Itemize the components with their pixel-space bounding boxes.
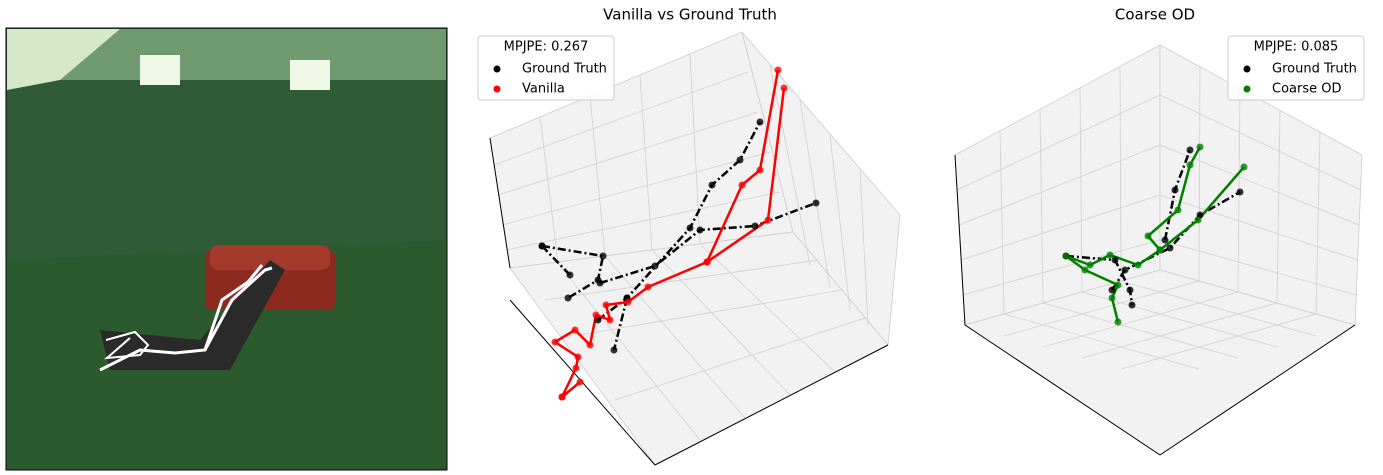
joint (586, 341, 594, 349)
joint (1186, 146, 1194, 154)
joint (1081, 266, 1089, 274)
joint (1114, 281, 1122, 289)
skeletons (538, 66, 1248, 401)
joint (599, 252, 607, 260)
skeleton-line (561, 381, 581, 398)
joint (1174, 206, 1182, 214)
legend-marker (1243, 65, 1251, 73)
joint (610, 346, 618, 354)
legend-box (1227, 35, 1365, 101)
joint (574, 353, 582, 361)
joint (1156, 246, 1164, 254)
joint (571, 326, 579, 334)
skeleton-line (541, 244, 605, 300)
skeleton-line (1110, 190, 1241, 291)
joint (606, 316, 614, 324)
joint (1171, 186, 1179, 194)
joint (592, 311, 600, 319)
joint (756, 118, 764, 126)
legend-marker (493, 85, 501, 93)
legend-marker (493, 65, 501, 73)
skeleton-line (612, 297, 629, 351)
joint (686, 224, 694, 232)
joint (708, 181, 716, 189)
joint (1236, 188, 1244, 196)
joint (1086, 261, 1094, 269)
legend-title: MPJPE: 0.085 (1254, 40, 1339, 55)
legend-label: Coarse OD (1272, 82, 1342, 97)
chart-title: Coarse OD (1115, 6, 1195, 24)
joint (764, 216, 772, 224)
joint (1186, 161, 1194, 169)
joint (572, 364, 580, 372)
joint (538, 242, 546, 250)
joint (566, 271, 574, 279)
joint (1108, 294, 1116, 302)
legend-label: Vanilla (522, 82, 565, 97)
joint (551, 338, 559, 346)
joint (1194, 216, 1202, 224)
joint (703, 258, 711, 266)
chart-title: Vanilla vs Ground Truth (603, 6, 777, 24)
axes-3d (954, 44, 1363, 456)
legend-title: MPJPE: 0.267 (504, 40, 589, 55)
legend: MPJPE: 0.085 Ground Truth Coarse OD (1227, 35, 1365, 101)
joint (596, 279, 604, 287)
joint (1108, 286, 1116, 294)
joint (1121, 266, 1129, 274)
joint (751, 222, 759, 230)
joint (1166, 244, 1174, 252)
joint (651, 262, 659, 270)
photo (5, 27, 448, 471)
joint (602, 301, 610, 309)
joint (812, 199, 820, 207)
joint (644, 283, 652, 291)
joint (1114, 318, 1122, 326)
joint (558, 393, 566, 401)
joint (1161, 236, 1169, 244)
joint (1128, 301, 1136, 309)
joint (1111, 256, 1119, 264)
legend-label: Ground Truth (1272, 62, 1357, 77)
joint (1240, 163, 1248, 171)
joint (780, 84, 788, 92)
joint (696, 226, 704, 234)
joint (1144, 232, 1152, 240)
joint (774, 66, 782, 74)
legend-label: Ground Truth (522, 62, 607, 77)
joint (1106, 251, 1114, 259)
axes-3d (489, 31, 901, 466)
joint (1134, 261, 1142, 269)
legend-marker (1243, 85, 1251, 93)
joint (564, 294, 572, 302)
joint (576, 378, 584, 386)
joint (756, 166, 764, 174)
joint (1062, 252, 1070, 260)
skeleton-line (541, 245, 571, 276)
legend: MPJPE: 0.267 Ground Truth Vanilla (477, 35, 615, 101)
joint (1126, 286, 1134, 294)
legend-box (477, 35, 615, 101)
joint (738, 181, 746, 189)
joint (1196, 143, 1204, 151)
joint (624, 298, 632, 306)
joint (736, 156, 744, 164)
